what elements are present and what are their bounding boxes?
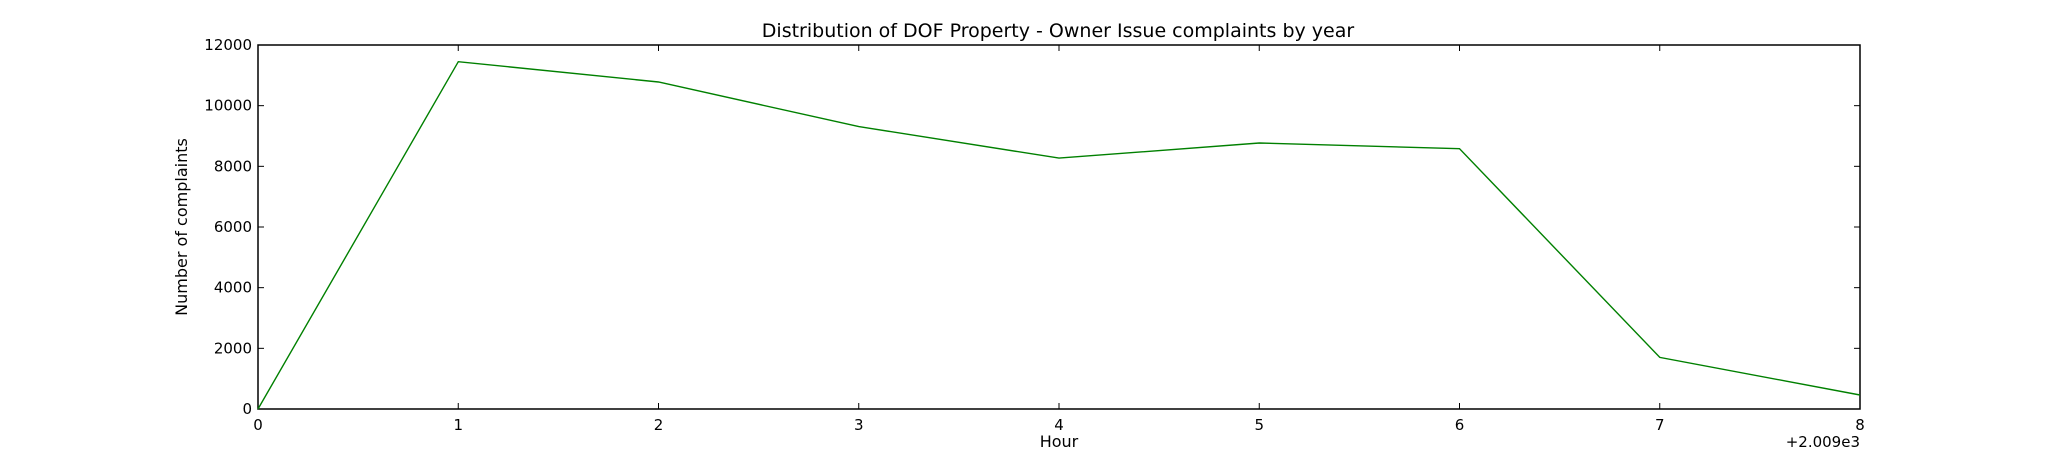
y-tick-label: 0 <box>242 400 252 418</box>
x-tick-label: 0 <box>253 416 263 434</box>
y-axis-title: Number of complaints <box>172 138 191 316</box>
x-tick-label: 6 <box>1455 416 1465 434</box>
y-tick-label: 10000 <box>204 97 252 115</box>
x-tick-label: 2 <box>654 416 664 434</box>
chart-title: Distribution of DOF Property - Owner Iss… <box>762 20 1355 42</box>
y-tick-label: 12000 <box>204 36 252 54</box>
y-axis: 0 2000 4000 6000 8000 10000 12000 <box>204 36 1860 418</box>
y-tick-label: 4000 <box>214 279 252 297</box>
x-tick-label: 1 <box>453 416 463 434</box>
x-axis: 0 1 2 3 4 5 6 7 8 <box>253 45 1865 434</box>
x-tick-label: 5 <box>1254 416 1264 434</box>
y-tick-label: 8000 <box>214 157 252 175</box>
series-line <box>257 60 1861 410</box>
x-axis-offset-label: +2.009e3 <box>1786 433 1860 450</box>
x-axis-title: Hour <box>1040 432 1079 450</box>
x-tick-label: 3 <box>854 416 864 434</box>
plot-area-frame <box>257 44 1861 410</box>
x-tick-label: 8 <box>1855 416 1865 434</box>
series-layer <box>257 60 1861 410</box>
y-tick-label: 6000 <box>214 218 252 236</box>
x-tick-label: 4 <box>1054 416 1064 434</box>
y-tick-label: 2000 <box>214 339 252 357</box>
x-tick-label: 7 <box>1655 416 1665 434</box>
